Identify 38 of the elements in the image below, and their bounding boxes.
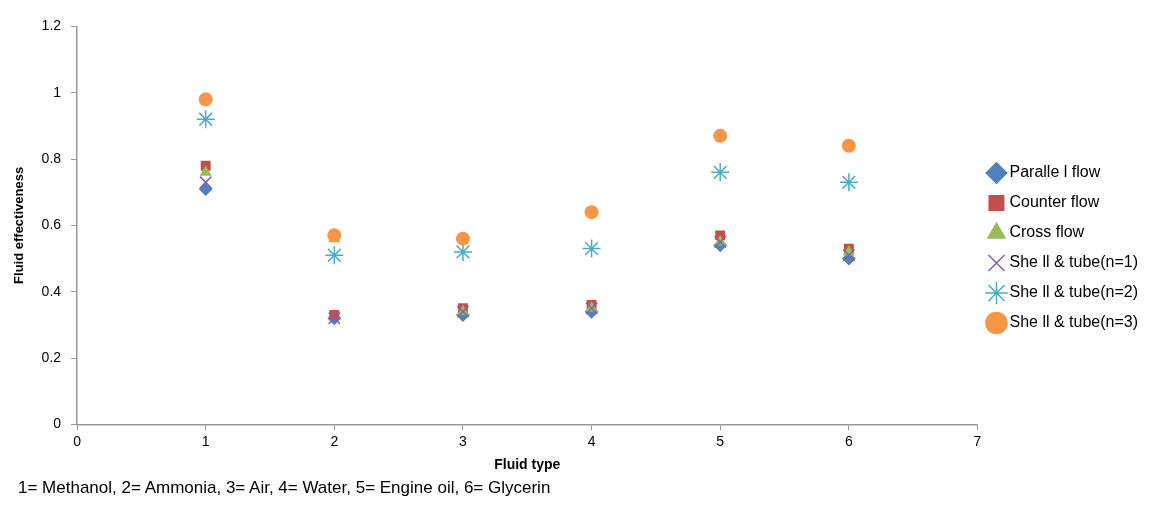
legend-label: Paralle l flow — [1009, 163, 1101, 181]
x-tick-label: 4 — [587, 432, 596, 449]
y-tick-label: 0.4 — [41, 282, 62, 299]
point — [841, 138, 856, 153]
point — [195, 109, 216, 130]
point — [584, 205, 599, 220]
x-tick-label: 7 — [973, 432, 982, 449]
point — [581, 238, 602, 259]
text: 1= Methanol, 2= Ammonia, 3= Air, 4= Water, 5= Engine oil, 6= Glycerin — [17, 478, 552, 498]
y-tick-label: 1 — [53, 83, 62, 100]
y-tick-label: 0 — [53, 415, 62, 432]
x-axis-title: Fluid type — [494, 456, 561, 473]
legend-label: Counter flow — [1009, 193, 1100, 211]
point — [713, 128, 728, 143]
point — [453, 242, 473, 262]
point — [710, 162, 730, 183]
legend-label: Cross flow — [1009, 223, 1085, 241]
x-tick-label: 1 — [201, 432, 210, 449]
legend-label: She ll & tube(n=3) — [1009, 313, 1139, 331]
point — [839, 172, 859, 193]
legend-label: She ll & tube(n=1) — [1009, 253, 1139, 271]
point — [324, 245, 345, 265]
point — [198, 92, 213, 107]
point — [199, 175, 213, 189]
y-tick-label: 1.2 — [41, 17, 62, 34]
x-tick-label: 5 — [716, 432, 725, 449]
y-tick-label: 0.8 — [41, 149, 62, 166]
y-tick-label: 0.2 — [41, 348, 62, 365]
x-tick-label: 3 — [459, 432, 468, 449]
y-tick-label: 0.6 — [41, 216, 62, 233]
point — [842, 248, 856, 262]
x-tick-label: 6 — [844, 432, 853, 449]
point — [199, 165, 212, 176]
x-tick-label: 2 — [330, 432, 339, 449]
x-tick-label: 0 — [73, 432, 82, 449]
y-axis-title: Fluid effectiveness — [11, 166, 27, 284]
legend-label: She ll & tube(n=2) — [1009, 283, 1139, 301]
point — [455, 231, 470, 246]
